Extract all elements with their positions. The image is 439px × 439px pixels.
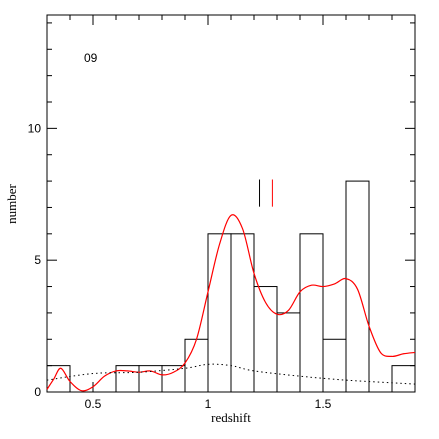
bar [184, 338, 209, 393]
x-tick-label: 0.5 [85, 397, 102, 411]
smooth-curve [46, 214, 416, 392]
y-tick-label: 0 [34, 385, 41, 399]
bar [299, 233, 324, 393]
bar [115, 365, 140, 393]
bar [207, 233, 232, 393]
y-tick-label: 10 [28, 121, 42, 135]
y-tick-label: 5 [34, 253, 41, 267]
x-tick-label: 1.5 [315, 397, 332, 411]
y-axis-label: number [4, 183, 19, 223]
bar [391, 365, 416, 393]
x-tick-label: 1 [205, 397, 212, 411]
x-axis-label: redshift [211, 410, 251, 425]
bar [138, 365, 163, 393]
annotation: 09 [84, 51, 98, 65]
bar [345, 180, 370, 393]
bar [322, 338, 347, 393]
bar [276, 312, 301, 393]
bar [46, 365, 71, 393]
